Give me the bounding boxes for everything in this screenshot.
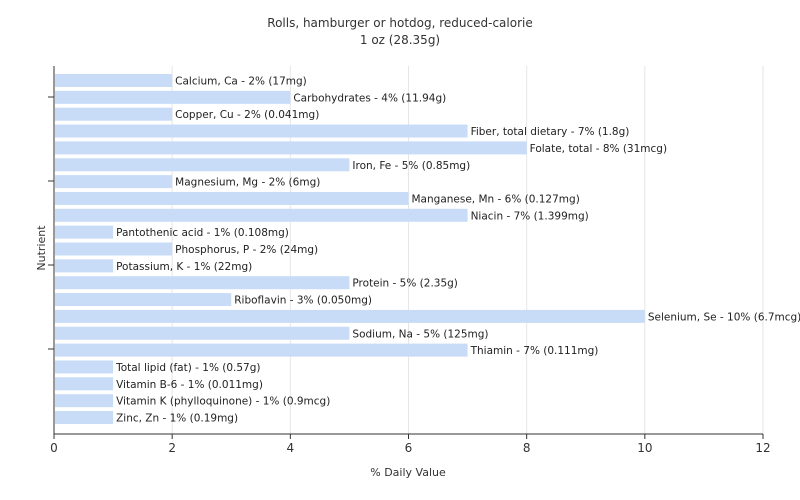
bar-label: Niacin - 7% (1.399mg) [471,210,589,222]
bar-label: Riboflavin - 3% (0.050mg) [234,295,372,307]
bar [55,326,350,340]
x-tick-label: 10 [637,441,652,455]
bar-label: Copper, Cu - 2% (0.041mg) [175,109,319,121]
bar-label: Carbohydrates - 4% (11.94g) [293,92,446,104]
bar-label: Potassium, K - 1% (22mg) [116,261,252,273]
bar [55,259,114,273]
y-axis-label: Nutrient [35,225,48,271]
bar [55,141,527,155]
bar-labels-group: Calcium, Ca - 2% (17mg) Carbohydrates - 4… [115,76,800,425]
bar-label: Calcium, Ca - 2% (17mg) [175,76,307,88]
bar-label: Thiamin - 7% (0.111mg) [470,345,599,357]
x-axis-label: % Daily Value [370,466,446,479]
bar [55,242,173,256]
bar [55,411,114,424]
bar [55,208,468,222]
bar [55,343,468,357]
x-tick-label: 8 [523,441,531,455]
bar-label: Sodium, Na - 5% (125mg) [352,328,488,340]
x-tick-label: 2 [168,441,176,455]
bar [55,225,114,239]
bar-label: Folate, total - 8% (31mcg) [530,143,667,155]
bar-label: Vitamin K (phylloquinone) - 1% (0.9mcg) [116,396,330,408]
bar [55,158,350,172]
bar-label: Pantothenic acid - 1% (0.108mg) [116,227,289,239]
x-tick-label: 4 [287,441,295,455]
bar-label: Selenium, Se - 10% (6.7mcg) [648,311,800,323]
bar-label: Magnesium, Mg - 2% (6mg) [175,177,320,189]
bar [55,191,409,205]
x-tick-label: 12 [755,441,770,455]
bar [55,90,291,104]
bar-label: Zinc, Zn - 1% (0.19mg) [116,413,238,425]
bar [55,107,173,121]
bar [55,360,114,374]
y-axis-ticks [48,96,54,350]
bar [55,175,173,189]
bar-label: Protein - 5% (2.35g) [352,278,458,290]
bar [55,309,645,323]
x-axis-ticks: 0 2 4 6 8 10 12 [50,434,771,455]
bar [55,377,114,391]
bar-label: Iron, Fe - 5% (0.85mg) [352,160,470,172]
x-tick-label: 6 [405,441,413,455]
bar [55,276,350,290]
bar [55,74,173,87]
bars-group [55,74,645,424]
bar [55,394,114,408]
x-tick-label: 0 [50,441,58,455]
bar-label: Vitamin B-6 - 1% (0.011mg) [116,379,263,391]
bar [55,293,232,307]
bar-label: Fiber, total dietary - 7% (1.8g) [471,126,630,138]
bar [55,124,468,138]
bar-label: Phosphorus, P - 2% (24mg) [175,244,318,256]
bar-label: Total lipid (fat) - 1% (0.57g) [115,362,260,374]
bar-label: Manganese, Mn - 6% (0.127mg) [412,193,580,205]
chart-title: Rolls, hamburger or hotdog, reduced-calo… [267,16,532,30]
chart-subtitle: 1 oz (28.35g) [360,33,440,47]
